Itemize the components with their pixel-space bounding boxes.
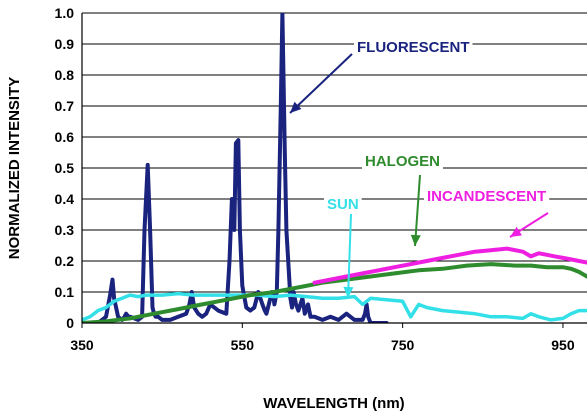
y-tick-label: 0.3 [55,222,75,238]
y-tick-label: 0.4 [55,191,75,207]
y-tick-label: 0 [66,315,74,331]
annotation-layer: FLUORESCENT HALOGEN INCANDESCENT SUN [289,38,550,299]
y-tick-label: 0.7 [55,98,75,114]
x-tick-label: 550 [231,337,255,353]
y-tick-label: 0.6 [55,129,75,145]
series-line-sun [82,291,587,322]
y-tick-label: 0.1 [55,284,75,300]
series-line-incandescent [312,246,587,285]
annotation-label-bg-halogen [362,152,443,171]
x-axis-title: WAVELENGTH (nm) [263,395,404,412]
y-tick-label: 0.5 [55,160,75,176]
annotation-label-bg-incandescent [424,187,550,206]
y-tick-labels: 0 0.1 0.2 0.3 0.4 0.5 0.6 0.7 0.8 0.9 1.0 [55,5,75,331]
annotation-arrowhead-halogen [410,234,421,246]
annotation-label-halogen: HALOGEN [365,153,440,170]
x-tick-labels: 350 550 750 950 [70,323,575,353]
annotation-label-fluorescent: FLUORESCENT [357,39,470,56]
annotation-label-bg-sun [324,195,362,214]
annotation-leader-fluorescent [289,53,353,114]
axes [81,13,587,324]
series-layer [82,13,587,323]
annotation-label-sun: SUN [327,196,359,213]
annotation-label-bg-fluorescent [354,38,473,57]
x-tick-label: 750 [391,337,415,353]
y-tick-label: 0.8 [55,67,75,83]
annotation-leader-halogen [414,174,421,247]
y-axis-title: NORMALIZED INTENSITY [6,77,23,260]
x-tick-label: 350 [70,337,94,353]
annotation-leader-sun [347,213,352,299]
y-tick-label: 1.0 [55,5,75,21]
annotation-arrowhead-fluorescent [290,101,302,113]
gridlines [82,12,587,293]
x-tick-label: 950 [551,337,575,353]
annotation-arrowhead-sun [343,286,354,298]
y-tick-label: 0.2 [55,253,75,269]
series-line-halogen [82,262,587,323]
annotation-label-incandescent: INCANDESCENT [427,188,546,205]
annotation-arrowhead-incandescent [510,226,522,237]
y-tick-label: 0.9 [55,36,75,52]
series-line-fluorescent [82,13,389,323]
